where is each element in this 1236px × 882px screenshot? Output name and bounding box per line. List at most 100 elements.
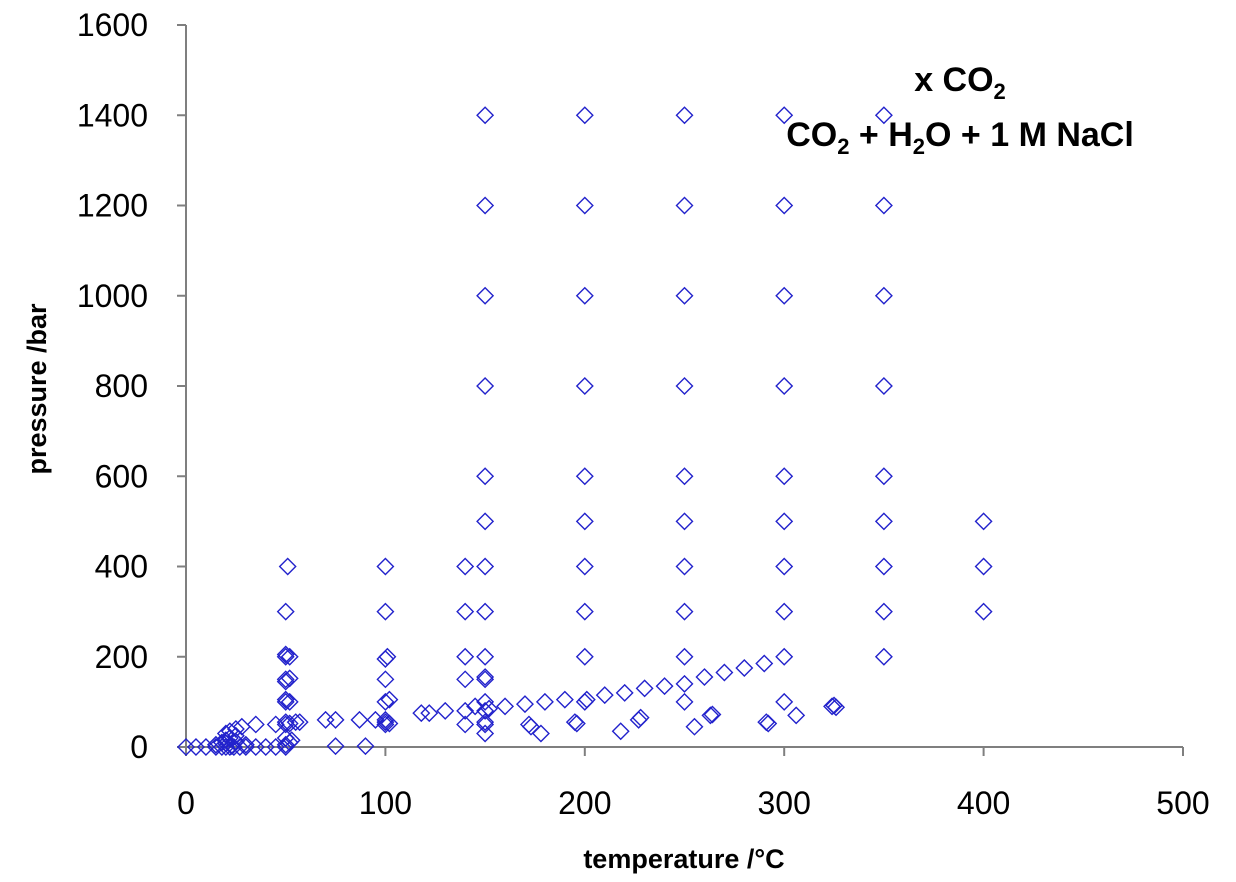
data-point: [874, 557, 893, 576]
data-point: [280, 714, 299, 733]
data-point: [236, 735, 255, 754]
data-point: [326, 737, 345, 756]
data-point: [703, 705, 722, 724]
data-point: [476, 724, 495, 743]
data-point: [380, 714, 399, 733]
y-tick-label: 600: [95, 458, 148, 494]
data-point: [206, 735, 225, 754]
data-point: [376, 713, 395, 732]
x-tick-label: 500: [1156, 785, 1209, 821]
data-point: [456, 670, 475, 689]
data-point: [480, 699, 499, 718]
data-point: [685, 717, 704, 736]
data-point: [575, 106, 594, 125]
data-point: [675, 286, 694, 305]
data-point: [276, 672, 295, 691]
data-point: [476, 668, 495, 687]
data-point: [675, 377, 694, 395]
data-point: [823, 697, 842, 716]
data-point: [775, 286, 794, 305]
data-point: [874, 512, 893, 531]
data-point: [276, 647, 295, 666]
data-point: [755, 654, 774, 673]
x-tick-label: 100: [359, 785, 412, 821]
data-point: [655, 677, 674, 696]
data-point: [675, 106, 694, 125]
x-tick-label: 0: [177, 785, 195, 821]
y-tick-label: 1400: [77, 97, 148, 133]
data-point: [775, 377, 794, 395]
data-point: [595, 686, 614, 705]
data-point: [456, 557, 475, 576]
data-point: [226, 719, 245, 738]
data-point: [220, 728, 239, 747]
data-point: [246, 715, 265, 734]
data-point: [575, 512, 594, 531]
data-point: [519, 715, 538, 734]
tick-labels: 0 200 400 600 800 1000 1200 1400 1600 0 100 200 300 4…: [77, 7, 1210, 821]
x-tick-label: 200: [558, 785, 611, 821]
data-point: [420, 704, 439, 723]
data-point: [521, 717, 540, 736]
data-point: [701, 706, 720, 725]
data-point: [476, 377, 495, 395]
data-point: [380, 690, 399, 709]
data-point: [874, 467, 893, 486]
data-point: [282, 731, 301, 750]
data-points: [177, 106, 993, 756]
data-point: [575, 196, 594, 215]
data-point: [675, 557, 694, 576]
data-point: [216, 734, 235, 753]
data-point: [376, 715, 395, 734]
axes: [177, 24, 1184, 756]
data-point: [635, 679, 654, 698]
data-point: [276, 602, 295, 621]
data-point: [575, 467, 594, 486]
data-point: [280, 692, 299, 711]
data-point: [476, 713, 495, 732]
data-point: [555, 690, 574, 709]
data-point: [874, 106, 893, 125]
data-point: [775, 557, 794, 576]
y-tick-label: 1200: [77, 188, 148, 224]
data-point: [675, 647, 694, 666]
data-point: [378, 647, 397, 666]
data-point: [515, 695, 534, 714]
data-point: [476, 602, 495, 621]
data-point: [476, 692, 495, 711]
data-point: [356, 737, 375, 756]
data-point: [456, 701, 475, 720]
data-point: [695, 668, 714, 687]
data-point: [631, 708, 650, 727]
data-point: [775, 467, 794, 486]
data-point: [974, 512, 993, 531]
data-point: [456, 715, 475, 734]
data-point: [276, 670, 295, 689]
data-point: [476, 557, 495, 576]
data-point: [575, 377, 594, 395]
data-point: [775, 196, 794, 215]
data-point: [874, 602, 893, 621]
data-point: [775, 512, 794, 531]
data-point: [874, 196, 893, 215]
data-point: [715, 663, 734, 682]
y-axis-title: pressure /bar: [22, 303, 52, 475]
data-point: [476, 467, 495, 486]
data-point: [787, 706, 806, 725]
data-point: [735, 659, 754, 678]
data-point: [476, 647, 495, 666]
data-point: [675, 196, 694, 215]
data-point: [476, 196, 495, 215]
data-point: [535, 692, 554, 711]
data-point: [874, 286, 893, 305]
data-point: [874, 647, 893, 666]
data-point: [531, 724, 550, 743]
data-point: [376, 692, 395, 711]
data-point: [775, 692, 794, 711]
data-point: [286, 713, 305, 732]
data-point: [575, 647, 594, 666]
data-point: [230, 738, 249, 756]
y-tick-label: 1600: [77, 7, 148, 43]
data-point: [226, 726, 245, 745]
data-point: [350, 710, 369, 729]
